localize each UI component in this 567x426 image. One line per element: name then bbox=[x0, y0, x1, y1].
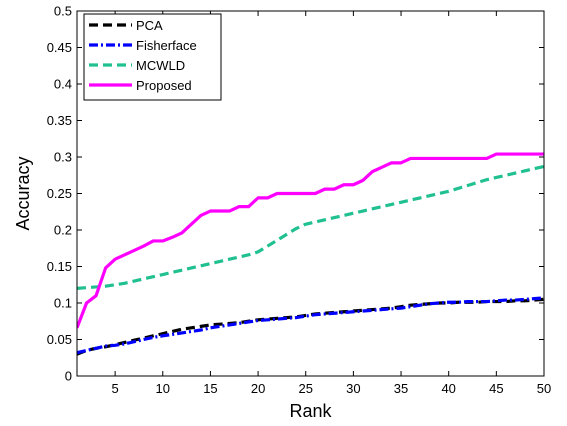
legend: PCA Fisherface MCWLD Proposed bbox=[83, 13, 222, 101]
x-tick-label: 5 bbox=[112, 381, 119, 396]
legend-label-proposed: Proposed bbox=[136, 78, 192, 93]
series-lines bbox=[77, 152, 544, 356]
y-tick-label: 0.45 bbox=[47, 40, 72, 55]
legend-label-mcwld: MCWLD bbox=[136, 58, 185, 73]
series-line-proposed bbox=[77, 152, 544, 329]
y-tick-label: 0.25 bbox=[47, 186, 72, 201]
x-tick-label: 45 bbox=[489, 381, 503, 396]
series-line-fisherface bbox=[77, 296, 544, 355]
y-tick-label: 0.2 bbox=[54, 223, 72, 238]
x-tick-label: 30 bbox=[346, 381, 360, 396]
x-tick-label: 50 bbox=[537, 381, 551, 396]
x-tick-label: 10 bbox=[156, 381, 170, 396]
x-tick-label: 35 bbox=[394, 381, 408, 396]
legend-label-fisherface: Fisherface bbox=[136, 38, 197, 53]
y-tick-label: 0.5 bbox=[54, 4, 72, 19]
y-tick-label: 0.05 bbox=[47, 332, 72, 347]
y-tick-label: 0.15 bbox=[47, 259, 72, 274]
x-tick-label: 25 bbox=[299, 381, 313, 396]
x-tick-label: 15 bbox=[203, 381, 217, 396]
y-axis-title: Accuracy bbox=[13, 156, 33, 230]
y-tick-label: 0.35 bbox=[47, 113, 72, 128]
axis-ticks: 5 10 15 20 25 30 35 40 45 50 0 0.05 0.1 0.15 0.2 0.25 0.… bbox=[47, 4, 552, 397]
legend-label-pca: PCA bbox=[136, 18, 163, 33]
y-tick-label: 0.1 bbox=[54, 296, 72, 311]
x-tick-label: 40 bbox=[441, 381, 455, 396]
series-line-mcwld bbox=[77, 164, 544, 290]
y-tick-label: 0.3 bbox=[54, 150, 72, 165]
x-axis-title: Rank bbox=[289, 401, 332, 421]
y-tick-label: 0.4 bbox=[54, 77, 72, 92]
y-tick-label: 0 bbox=[65, 369, 72, 384]
x-tick-label: 20 bbox=[251, 381, 265, 396]
